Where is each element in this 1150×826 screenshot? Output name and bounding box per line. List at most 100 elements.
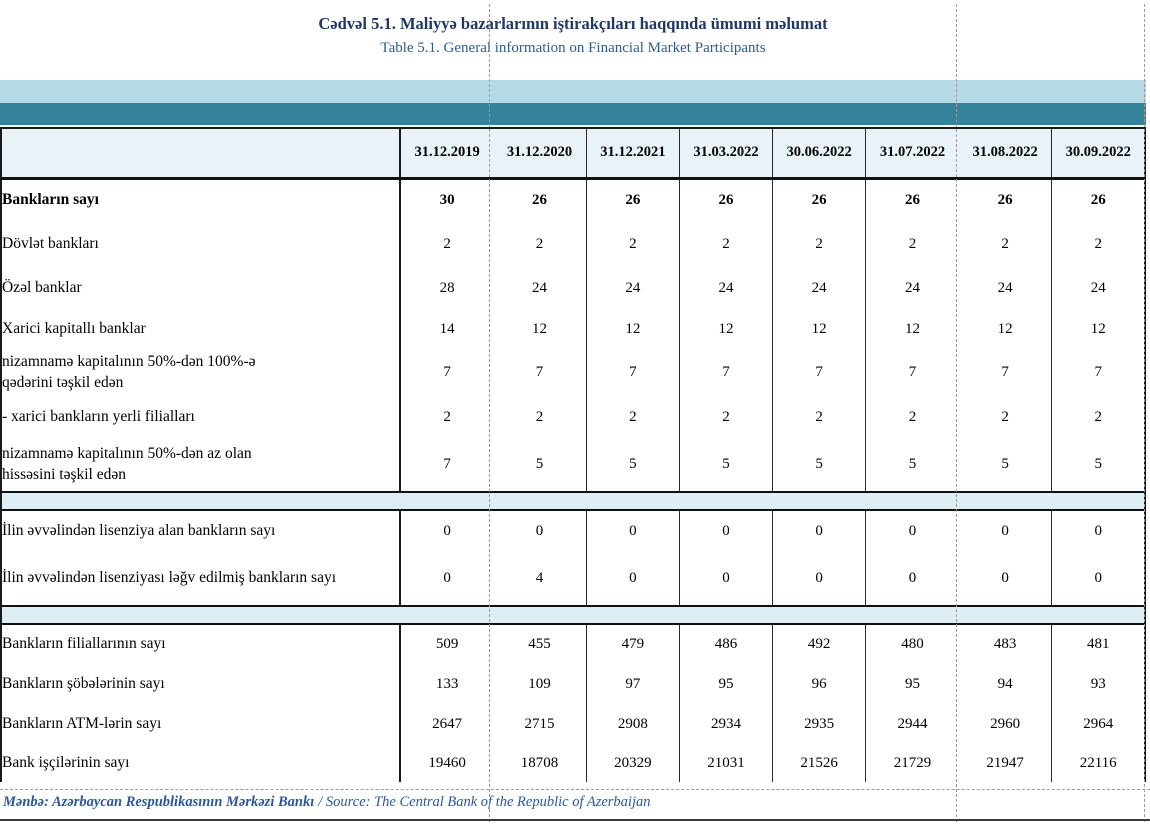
row-label: Dövlət bankları [2,234,99,252]
value-cell: 5 [586,438,680,492]
value-cell: 481 [1051,624,1146,664]
row-label: nizamnamə kapitalının 50%-dən az olan hi… [2,444,252,483]
row-label-cell: Bankların filiallarının sayı [1,624,401,664]
value-cell: 2 [1051,396,1146,438]
value-cell: 26 [586,178,680,222]
value-cell: 0 [1051,552,1146,606]
value-cell: 2 [958,396,1053,438]
value-cell: 26 [772,178,867,222]
column-header-date: 30.06.2022 [772,128,867,180]
column-header-date: 31.07.2022 [865,128,959,180]
value-cell: 24 [493,266,587,310]
table-row: İlin əvvəlindən lisenziyası ləğv edilmiş… [1,552,1146,606]
page-break-line-horizontal [0,789,1150,790]
value-cell: 2934 [679,704,774,744]
decorative-band-light [0,80,1146,103]
table-row: Dövlət bankları 2 2 2 2 2 2 2 2 [1,222,1146,266]
value-cell: 5 [1051,438,1146,492]
value-cell: 0 [586,552,680,606]
value-cell: 0 [679,552,774,606]
value-cell: 24 [772,266,867,310]
value-cell: 24 [586,266,680,310]
value-cell: 94 [958,664,1053,704]
column-header-date: 30.09.2022 [1051,128,1146,180]
value-cell: 12 [904,321,920,337]
header-row: 31.12.2019 31.12.2020 31.12.2021 31.03.2022… [1,128,1146,180]
table-row: Bankların sayı 30 26 26 26 26 26 26 26 [1,178,1146,222]
value-cell: 7 [493,349,587,396]
row-label-cell: Bankların sayı [1,178,401,222]
value-cell: 0 [772,510,867,552]
source-text-az: Mənbə: Azərbaycan Respublikasının Mərkəz… [3,794,315,810]
value-cell: 5 [908,456,917,472]
row-label-cell: Xarici kapitallı banklar [1,310,401,349]
table-row: Bankların ATM-lərin sayı 2647 2715 2908 2934… [1,704,1146,744]
value-cell: 2 [679,222,774,266]
value-cell: 93 [1051,664,1146,704]
value-cell: 22116 [1051,744,1146,782]
value-cell: 26 [904,192,920,209]
row-label-cell: İlin əvvəlindən lisenziyası ləğv edilmiş… [1,552,401,606]
row-label: nizamnamə kapitalının 50%-dən 100%-ə qəd… [2,352,256,391]
row-label-cell: Bankların ATM-lərin sayı [1,704,401,744]
value-cell: 12 [586,310,680,349]
value-cell: 479 [586,624,680,664]
table-row: İlin əvvəlindən lisenziya alan bankların… [1,510,1146,552]
value-cell: 95 [904,675,920,692]
corner-cell [1,128,401,180]
value-cell: 480 [901,636,924,652]
row-label-cell: Bank işçilərinin sayı [1,744,401,782]
value-cell: 483 [958,624,1053,664]
value-cell: 2935 [772,704,867,744]
value-cell: 2715 [493,704,587,744]
value-cell: 0 [908,570,917,586]
table-title-en: Table 5.1. General information on Financ… [380,40,766,56]
column-header-date: 31.12.2020 [493,128,587,180]
row-label-cell: nizamnamə kapitalının 50%-dən 100%-ə qəd… [1,349,401,396]
table-row: - xarici bankların yerli filialları 2 2 2 2 2… [1,396,1146,438]
value-cell: 97 [586,664,680,704]
value-cell: 12 [772,310,867,349]
value-cell: 0 [586,510,680,552]
value-cell: 26 [958,178,1053,222]
value-cell: 0 [1051,510,1146,552]
value-cell: 95 [679,664,774,704]
value-cell: 7 [958,349,1053,396]
value-cell: 2 [772,222,867,266]
value-cell: 18708 [493,744,587,782]
value-cell: 0 [443,570,451,586]
value-cell: 26 [679,178,774,222]
value-cell: 7 [586,349,680,396]
row-label: - xarici bankların yerli filialları [2,407,195,425]
row-label: Bankların şöbələrinin sayı [2,674,165,692]
row-label-cell: İlin əvvəlindən lisenziya alan bankların… [1,510,401,552]
value-cell: 28 [439,279,455,296]
value-cell: 12 [493,310,587,349]
value-cell: 7 [679,349,774,396]
value-cell: 12 [958,310,1053,349]
value-cell: 19460 [428,754,466,771]
value-cell: 26 [1051,178,1146,222]
value-cell: 21947 [958,744,1053,782]
value-cell: 96 [772,664,867,704]
section-separator-row [1,491,1145,511]
value-cell: 7 [443,456,451,472]
value-cell: 20329 [586,744,680,782]
table-row: Özəl banklar 28 24 24 24 24 24 24 24 [1,266,1146,310]
value-cell: 2 [443,408,451,425]
row-label-cell: Bankların şöbələrinin sayı [1,664,401,704]
value-cell: 12 [1051,310,1146,349]
value-cell: 26 [493,178,587,222]
value-cell: 0 [679,510,774,552]
value-cell: 24 [958,266,1053,310]
row-label-cell: Özəl banklar [1,266,401,310]
value-cell: 7 [443,364,451,380]
decorative-band-teal [0,103,1146,125]
value-cell: 7 [772,349,867,396]
bottom-rule [0,819,1150,821]
row-label: Özəl banklar [2,278,82,296]
row-label: Bankların ATM-lərin sayı [2,714,162,732]
row-label: Bank işçilərinin sayı [2,753,130,771]
value-cell: 24 [679,266,774,310]
column-header-date: 31.12.2021 [586,128,680,180]
